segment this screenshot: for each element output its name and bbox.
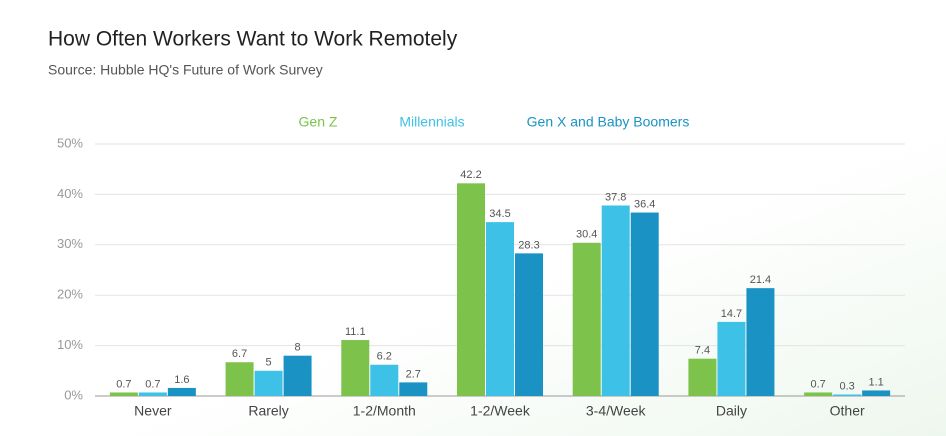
x-tick-label: 1-2/Month xyxy=(353,403,416,419)
value-label: 0.3 xyxy=(839,380,854,392)
bar xyxy=(457,183,485,396)
value-label: 1.6 xyxy=(174,374,189,386)
bar xyxy=(833,394,862,396)
bar xyxy=(862,390,891,396)
legend-label: Millennials xyxy=(399,114,464,130)
y-tick-label: 40% xyxy=(57,186,83,201)
bar xyxy=(486,222,514,396)
x-tick-label: Rarely xyxy=(248,403,288,419)
bar xyxy=(225,362,254,396)
x-tick-label: 3-4/Week xyxy=(586,403,647,419)
bar xyxy=(688,358,717,396)
value-label: 37.8 xyxy=(605,191,626,203)
value-label: 5 xyxy=(266,357,272,369)
legend-label: Gen Z xyxy=(299,114,338,130)
bar xyxy=(283,355,312,396)
bar xyxy=(138,392,167,396)
y-tick-label: 0% xyxy=(64,387,83,402)
value-label: 0.7 xyxy=(116,378,131,390)
bar xyxy=(717,321,746,396)
value-label: 1.1 xyxy=(868,376,883,388)
value-label: 7.4 xyxy=(695,345,710,357)
value-label: 0.7 xyxy=(145,378,160,390)
bar xyxy=(804,392,833,396)
value-label: 34.5 xyxy=(489,208,510,220)
y-tick-label: 10% xyxy=(57,337,83,352)
bar xyxy=(630,212,659,396)
value-label: 28.3 xyxy=(518,239,539,251)
value-label: 30.4 xyxy=(576,229,597,241)
bar xyxy=(167,387,196,396)
bar xyxy=(746,288,775,396)
bar xyxy=(370,364,399,396)
chart-subtitle: Source: Hubble HQ's Future of Work Surve… xyxy=(48,62,323,78)
x-tick-label: Never xyxy=(134,403,172,419)
value-label: 42.2 xyxy=(460,169,481,181)
bar xyxy=(515,253,543,396)
bar xyxy=(254,370,283,396)
chart-title: How Often Workers Want to Work Remotely xyxy=(48,28,458,51)
value-label: 14.7 xyxy=(721,308,742,320)
bar xyxy=(109,392,138,396)
bar xyxy=(601,205,630,396)
legend-label: Gen X and Baby Boomers xyxy=(527,114,690,130)
y-tick-label: 50% xyxy=(57,135,83,150)
x-tick-label: Daily xyxy=(716,403,747,419)
value-label: 0.7 xyxy=(810,378,825,390)
value-label: 36.4 xyxy=(634,198,655,210)
bar xyxy=(341,340,370,396)
x-tick-label: 1-2/Week xyxy=(470,403,531,419)
value-label: 8 xyxy=(295,342,301,354)
value-label: 6.2 xyxy=(377,351,392,363)
y-tick-label: 30% xyxy=(57,236,83,251)
y-tick-label: 20% xyxy=(57,287,83,302)
value-label: 2.7 xyxy=(406,368,421,380)
x-tick-label: Other xyxy=(830,403,865,419)
value-label: 11.1 xyxy=(345,326,366,338)
bar xyxy=(572,242,601,396)
value-label: 21.4 xyxy=(750,274,771,286)
bar xyxy=(399,382,428,396)
value-label: 6.7 xyxy=(232,348,247,360)
